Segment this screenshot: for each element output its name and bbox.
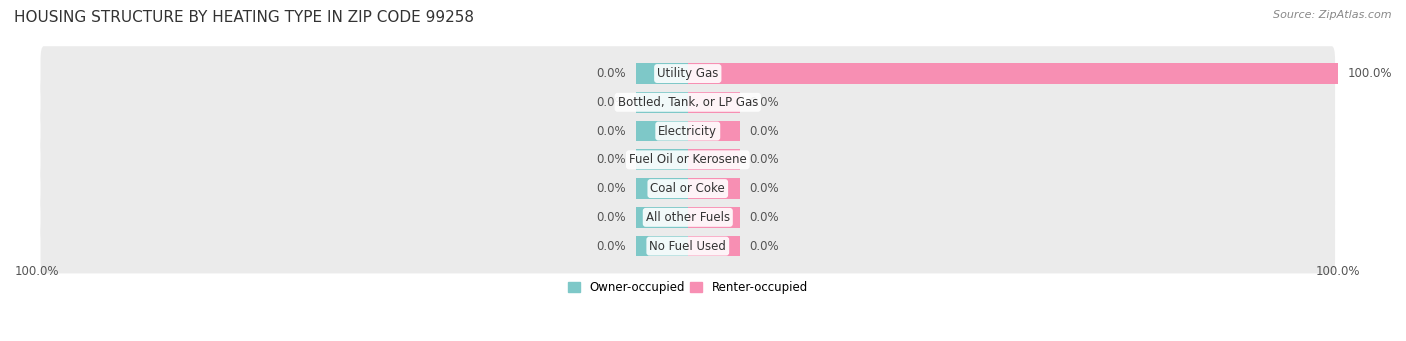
Bar [636,92,688,113]
FancyBboxPatch shape [41,219,1336,273]
Legend: Owner-occupied, Renter-occupied: Owner-occupied, Renter-occupied [562,277,813,299]
Text: 0.0%: 0.0% [596,96,626,109]
Bar [636,149,688,170]
Text: 0.0%: 0.0% [749,211,779,224]
Bar [688,178,740,199]
Bar [688,92,740,113]
Text: 0.0%: 0.0% [749,153,779,166]
FancyBboxPatch shape [41,75,1336,130]
Text: 0.0%: 0.0% [749,96,779,109]
Text: Bottled, Tank, or LP Gas: Bottled, Tank, or LP Gas [617,96,758,109]
FancyBboxPatch shape [41,190,1336,245]
Text: 0.0%: 0.0% [749,124,779,137]
Text: 0.0%: 0.0% [596,211,626,224]
Text: 0.0%: 0.0% [596,153,626,166]
Bar [688,207,740,228]
FancyBboxPatch shape [41,161,1336,216]
Text: 0.0%: 0.0% [596,67,626,80]
Text: 0.0%: 0.0% [596,240,626,253]
Bar [636,236,688,256]
Text: 100.0%: 100.0% [1348,67,1392,80]
Text: 0.0%: 0.0% [596,182,626,195]
Bar [636,121,688,142]
Text: No Fuel Used: No Fuel Used [650,240,727,253]
Bar [688,149,740,170]
Bar [688,236,740,256]
Text: All other Fuels: All other Fuels [645,211,730,224]
Text: 0.0%: 0.0% [749,240,779,253]
Text: Electricity: Electricity [658,124,717,137]
Text: Source: ZipAtlas.com: Source: ZipAtlas.com [1274,10,1392,20]
Bar [636,178,688,199]
Text: Coal or Coke: Coal or Coke [651,182,725,195]
FancyBboxPatch shape [41,104,1336,158]
FancyBboxPatch shape [41,46,1336,101]
Text: Utility Gas: Utility Gas [657,67,718,80]
Text: 0.0%: 0.0% [596,124,626,137]
FancyBboxPatch shape [41,133,1336,187]
Text: Fuel Oil or Kerosene: Fuel Oil or Kerosene [628,153,747,166]
Bar [688,121,740,142]
Bar [636,207,688,228]
Text: HOUSING STRUCTURE BY HEATING TYPE IN ZIP CODE 99258: HOUSING STRUCTURE BY HEATING TYPE IN ZIP… [14,10,474,25]
Bar [636,63,688,84]
Bar [688,63,1339,84]
Text: 0.0%: 0.0% [749,182,779,195]
